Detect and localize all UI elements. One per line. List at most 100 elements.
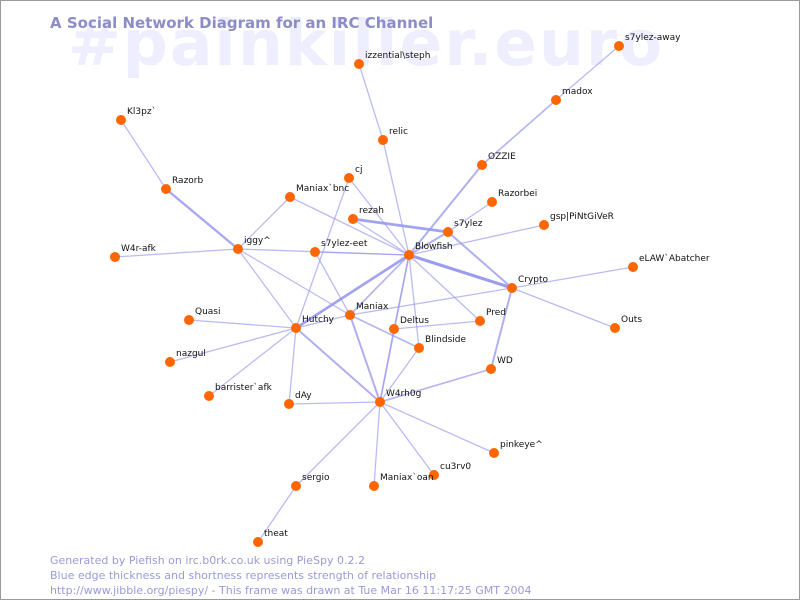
edge-W4rh0g-Maniaxoan <box>373 401 381 487</box>
footer-legend: Blue edge thickness and shortness repres… <box>50 569 437 582</box>
node-OZZIE: OZZIE <box>477 152 516 170</box>
node-label: Pred <box>486 308 506 318</box>
edge-Hutchy-Maniax <box>295 314 351 329</box>
node-label: Kl3pz` <box>127 106 156 117</box>
node-label: s7ylez <box>454 219 483 229</box>
node-label: Outs <box>621 315 642 325</box>
node-dot <box>204 391 214 401</box>
node-cu3rv0: cu3rv0 <box>429 462 471 480</box>
edge-W4rh0g-cu3rv0 <box>379 401 435 476</box>
edge-nazgul-Hutchy <box>169 327 297 363</box>
node-pinkeye: pinkeye^ <box>489 440 543 458</box>
edge-Blowfish-Maniax <box>349 254 410 316</box>
node-dot <box>489 448 499 458</box>
node-Deltus: Deltus <box>389 316 429 334</box>
edge-Blowfish-Blindside <box>408 254 420 349</box>
node-label: Blowfish <box>415 242 453 252</box>
edge-izzential-relic <box>358 63 384 141</box>
node-dot <box>507 283 517 293</box>
node-W4rafk: W4r-afk <box>110 244 157 262</box>
node-label: Hutchy <box>302 315 335 325</box>
node-dAy: dAy <box>284 391 312 409</box>
node-dot <box>348 214 358 224</box>
node-dot <box>477 160 487 170</box>
edge-dAy-W4rh0g <box>288 401 381 405</box>
node-label: WD <box>497 356 513 366</box>
node-label: Blindside <box>425 335 466 345</box>
node-nazgul: nazgul <box>165 349 206 367</box>
node-Hutchy: Hutchy <box>291 315 335 333</box>
node-Maniaxbnc: Maniax`bnc <box>285 183 349 202</box>
edge-Crypto-WD <box>490 287 513 370</box>
edge-Hutchy-W4rh0g <box>295 327 381 403</box>
channel-watermark: #painkiller.euro <box>68 7 665 80</box>
node-dot <box>354 59 364 69</box>
node-label: relic <box>389 127 408 137</box>
edge-W4rafk-iggy <box>114 248 239 258</box>
edge-Maniax-W4rh0g <box>349 314 381 403</box>
edge-Blindside-W4rh0g <box>379 347 420 403</box>
edge-sergio-theat <box>257 485 297 543</box>
node-label: rezah <box>359 206 384 216</box>
node-label: Maniax`bnc <box>296 183 349 194</box>
edge-s7ylez-away-madox <box>555 45 620 101</box>
node-izzential: izzential\steph <box>354 51 430 69</box>
node-label: Maniax`oan <box>380 472 434 483</box>
edge-s7ylez-Crypto <box>447 231 513 289</box>
footer-url: http://www.jibble.org/piespy/ - This fra… <box>50 584 532 597</box>
edge-rezah-s7ylez <box>351 217 450 234</box>
node-s7ylez: s7ylez <box>443 219 483 237</box>
node-dot <box>487 197 497 207</box>
nodes-layer: s7ylez-away madox izzential\steph relic Kl3p… <box>110 33 710 547</box>
edge-OZZIE-Blowfish <box>408 164 483 256</box>
node-dot <box>414 343 424 353</box>
node-rezah: rezah <box>348 206 384 224</box>
node-label: theat <box>264 529 288 539</box>
edge-Hutchy-dAy <box>288 327 297 405</box>
node-label: gsp|PiNtGiVeR <box>550 212 614 222</box>
edge-W4rh0g-pinkeye <box>379 401 495 454</box>
node-theat: theat <box>253 529 288 547</box>
node-dot <box>184 315 194 325</box>
edge-Kl3pz-Razorb <box>120 119 167 190</box>
edges-layer <box>114 45 634 543</box>
edge-Blowfish-Pred <box>408 254 481 322</box>
node-W4rh0g: W4rh0g <box>375 389 421 407</box>
edge-s7ylez-Blowfish <box>408 231 449 256</box>
node-label: Razorb <box>172 176 204 186</box>
node-label: pinkeye^ <box>500 440 543 450</box>
node-cj: cj <box>344 165 362 183</box>
edge-Blowfish-Crypto <box>407 253 514 290</box>
node-label: nazgul <box>176 349 206 359</box>
node-dot <box>614 41 624 51</box>
node-dot <box>165 357 175 367</box>
node-dot <box>378 135 388 145</box>
edge-s7yleeet-Blowfish <box>314 251 410 256</box>
node-dot <box>375 397 385 407</box>
edge-Deltus-Pred <box>393 320 481 330</box>
node-Outs: Outs <box>610 315 642 333</box>
node-dot <box>404 250 414 260</box>
node-Blindside: Blindside <box>414 335 466 353</box>
node-Crypto: Crypto <box>507 275 549 293</box>
node-label: Deltus <box>400 316 429 326</box>
edge-Quasi-Hutchy <box>188 319 297 329</box>
edge-iggy-Hutchy <box>237 248 297 329</box>
edge-Maniaxbnc-Blowfish <box>289 196 410 256</box>
node-label: Razorbei <box>498 189 537 199</box>
node-dot <box>443 227 453 237</box>
edge-iggy-Maniaxbnc <box>237 196 291 250</box>
node-label: eLAW`Abatcher <box>639 253 710 264</box>
node-label: s7ylez-eet <box>321 239 368 249</box>
edge-Crypto-Maniax <box>349 287 513 316</box>
node-label: iggy^ <box>244 236 271 246</box>
node-dot <box>291 323 301 333</box>
node-label: s7ylez-away <box>625 33 681 43</box>
edge-Razorb-iggy <box>164 187 240 251</box>
edge-Crypto-Outs <box>511 287 616 329</box>
node-label: cj <box>355 165 362 175</box>
node-WD: WD <box>486 356 513 374</box>
node-dot <box>116 115 126 125</box>
edge-WD-W4rh0g <box>379 368 492 403</box>
node-gsp: gsp|PiNtGiVeR <box>539 212 614 230</box>
